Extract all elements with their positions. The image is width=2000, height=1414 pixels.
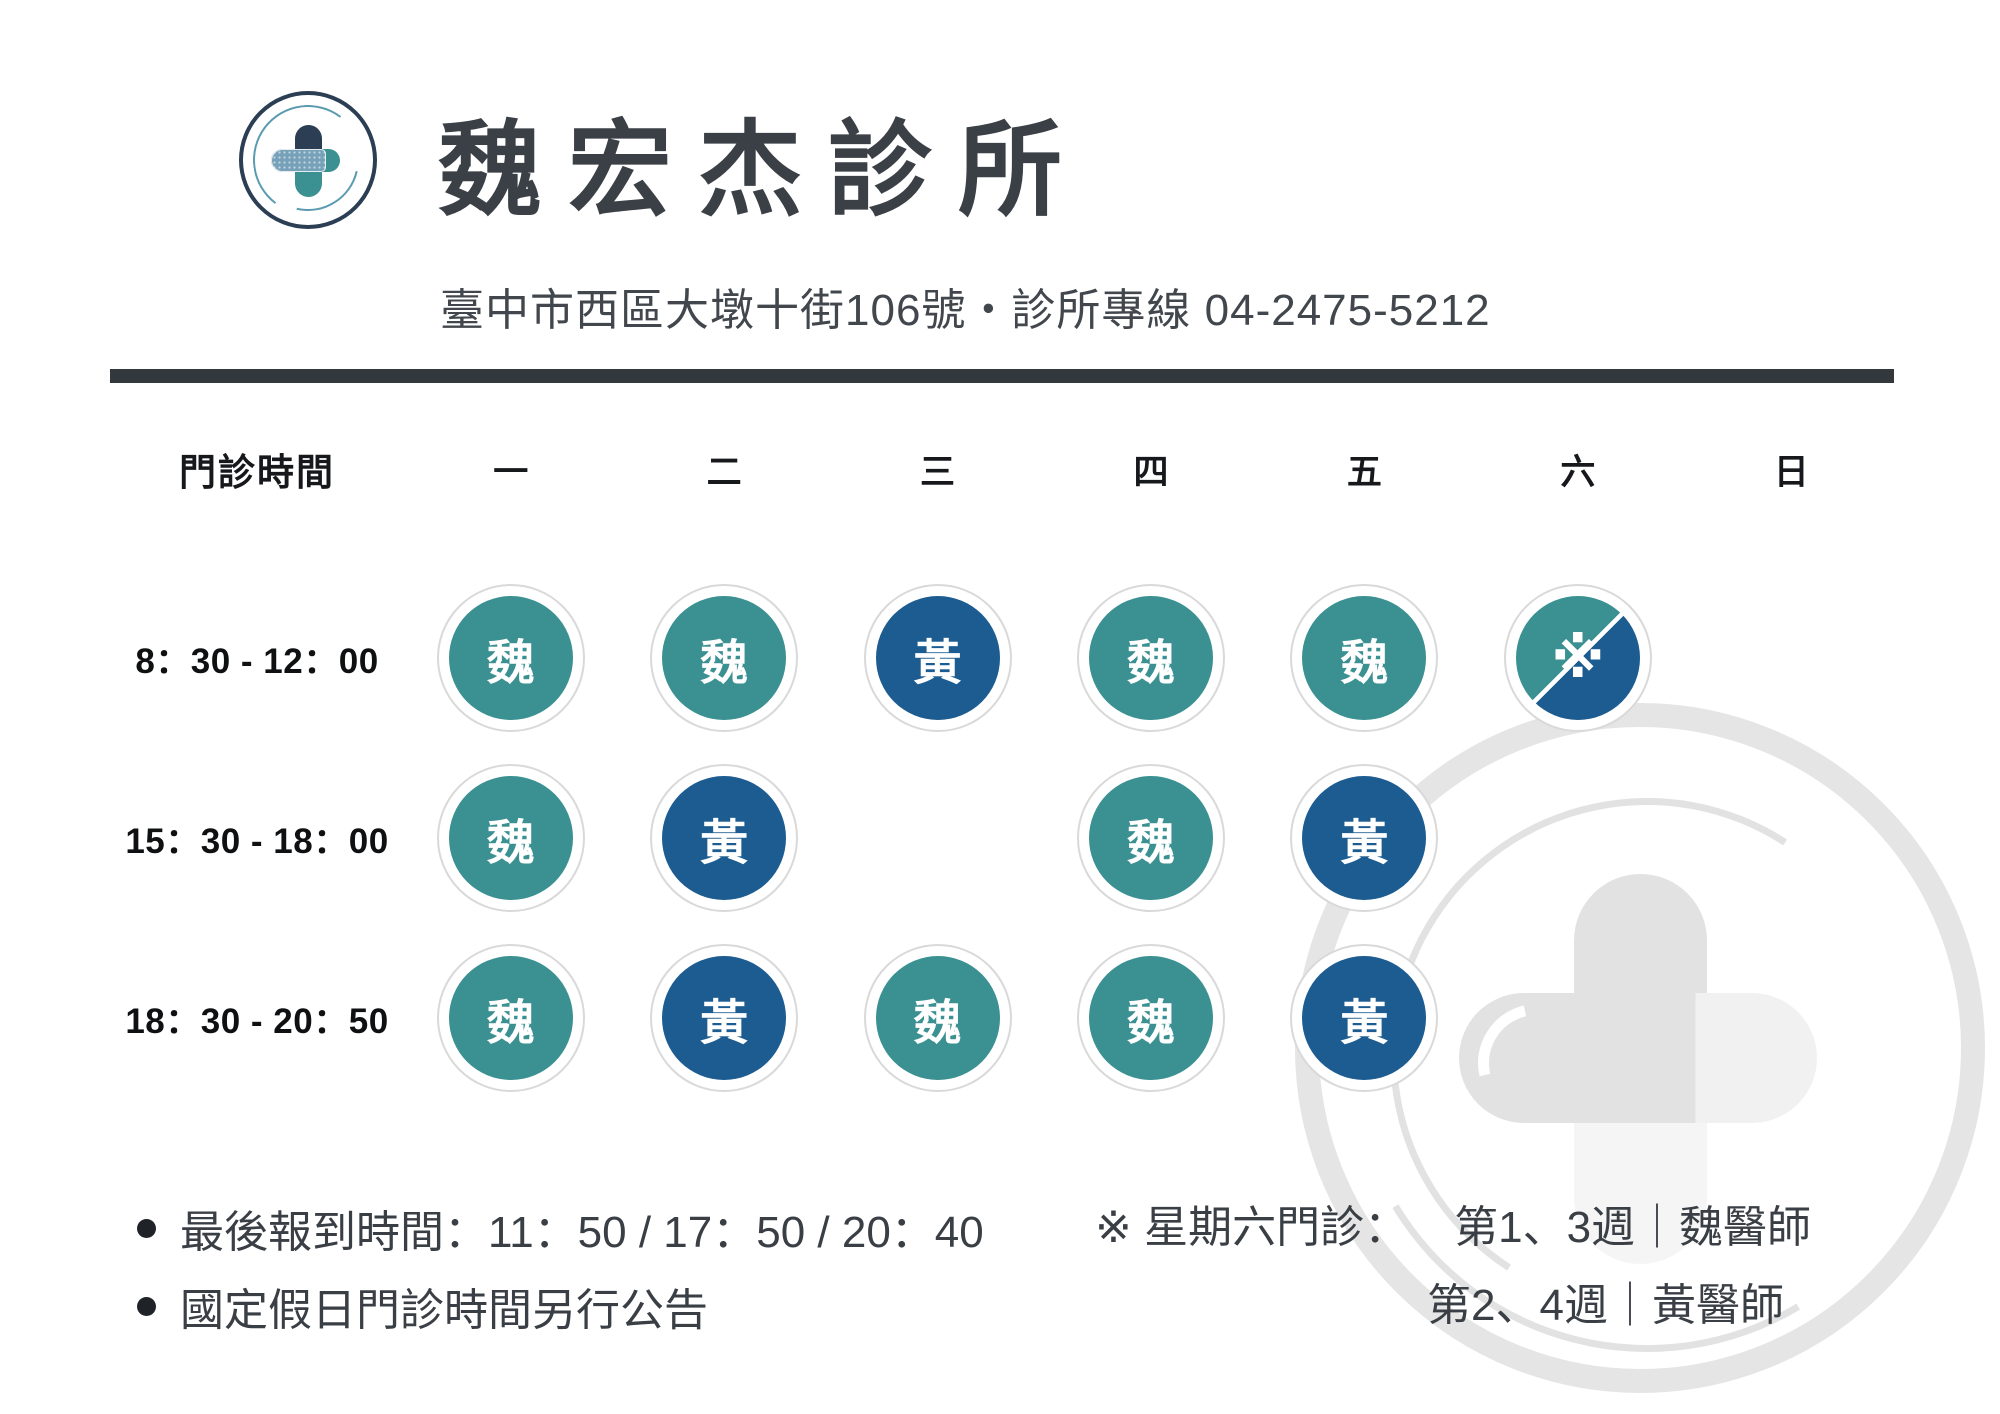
doctor-badge: 黃 [1290,944,1439,1092]
doctor-badge-split: ※ [1503,584,1652,732]
footer-notes: 最後報到時間：11：50 / 17：50 / 20：40 國定假日門診時間另行公… [137,1200,984,1356]
divider [110,369,1894,383]
doctor-initial: 魏 [1126,637,1175,690]
doctor-badge: 魏 [1076,764,1225,912]
doctor-initial: 黃 [1340,997,1389,1050]
note-text: 最後報到時間：11：50 / 17：50 / 20：40 [180,1208,984,1257]
day-header-wed: 三 [920,453,956,492]
doctor-initial: 魏 [486,817,535,870]
doctor-badge: 魏 [1076,584,1225,732]
doctor-badge: 魏 [436,584,585,732]
note-holiday: 國定假日門診時間另行公告 [137,1278,984,1335]
schedule-cell: 魏 [863,944,1012,1092]
schedule-cell: 魏 [1290,584,1439,732]
doctor-badge: 魏 [650,584,799,732]
day-header-sat: 六 [1560,453,1596,492]
saturday-note-line1: ※ 星期六門診： 第1、3週｜魏醫師 [1095,1200,1811,1256]
doctor-initial: 黃 [913,637,962,690]
doctor-initial: 魏 [700,637,749,690]
day-header-fri: 五 [1346,453,1382,492]
bullet-dot-icon [137,1218,156,1238]
schedule-cell: 魏 [1076,764,1225,912]
schedule-time-header: 門診時間 [179,452,335,493]
schedule-table: 8：30 - 12：00 魏 魏 黃 魏 魏 ※ 15：30 - 18：00 魏… [110,568,1898,1108]
watermark-cross-horizontal [1459,993,1817,1123]
doctor-initial: 魏 [913,997,962,1050]
doctor-badge: 魏 [436,764,585,912]
doctor-badge: 黃 [650,944,799,1092]
doctor-initial: 黃 [700,817,749,870]
schedule-cell: 黃 [1290,764,1439,912]
schedule-cell [1504,764,1652,912]
clinic-address: 臺中市西區大墩十街106號・診所專線 04-2475-5212 [440,286,1491,335]
schedule-cell: 魏 [650,584,799,732]
doctor-initial: 魏 [1126,817,1175,870]
schedule-header: 門診時間 一 二 三 四 五 六 日 [110,438,1898,508]
note-last-checkin: 最後報到時間：11：50 / 17：50 / 20：40 [137,1200,984,1257]
day-header-mon: 一 [493,453,529,492]
schedule-cell: 黃 [650,944,799,1092]
doctor-badge: 黃 [1290,764,1439,912]
clinic-logo-icon [237,89,379,231]
schedule-cell [1717,584,1865,732]
doctor-badge: 魏 [1290,584,1439,732]
schedule-cell [1717,944,1865,1092]
schedule-cell: 黃 [1290,944,1439,1092]
day-header-thu: 四 [1133,453,1169,492]
doctor-badge: 黃 [650,764,799,912]
doctor-initial: 黃 [1340,817,1389,870]
saturday-note-week13: 第1、3週｜魏醫師 [1454,1203,1812,1252]
schedule-cell [864,764,1012,912]
reference-mark-icon: ※ [1551,628,1605,689]
doctor-initial: 魏 [1340,637,1389,690]
schedule-cell: 魏 [436,764,585,912]
schedule-cell [1504,944,1652,1092]
time-slot-evening: 18：30 - 20：50 [125,1001,389,1041]
doctor-badge: 魏 [1076,944,1225,1092]
doctor-badge: 黃 [863,584,1012,732]
time-slot-morning: 8：30 - 12：00 [135,641,379,681]
logo-pill-overlay [271,149,326,172]
doctor-badge: 魏 [436,944,585,1092]
schedule-cell: 魏 [1076,584,1225,732]
saturday-note: ※ 星期六門診： 第1、3週｜魏醫師 第2、4週｜黃醫師 [1095,1200,1811,1334]
note-text: 國定假日門診時間另行公告 [180,1286,708,1335]
doctor-badge: 魏 [863,944,1012,1092]
time-slot-afternoon: 15：30 - 18：00 [125,821,389,861]
page-title: 魏宏杰診所 [438,113,1089,229]
schedule-cell: 魏 [436,584,585,732]
schedule-cell: 魏 [1076,944,1225,1092]
saturday-note-line2: 第2、4週｜黃醫師 [1427,1278,1811,1334]
schedule-cell-saturday-split: ※ [1503,584,1652,732]
day-header-sun: 日 [1773,453,1809,492]
schedule-cell [1717,764,1865,912]
saturday-note-label: ※ 星期六門診： [1095,1203,1409,1252]
doctor-initial: 魏 [1126,997,1175,1050]
doctor-initial: 魏 [486,997,535,1050]
doctor-initial: 黃 [700,997,749,1050]
doctor-initial: 魏 [486,637,535,690]
day-header-tue: 二 [706,453,742,492]
saturday-note-week24: 第2、4週｜黃醫師 [1427,1281,1784,1330]
bullet-dot-icon [137,1296,156,1316]
schedule-cell: 黃 [650,764,799,912]
schedule-cell: 魏 [436,944,585,1092]
schedule-cell: 黃 [863,584,1012,732]
